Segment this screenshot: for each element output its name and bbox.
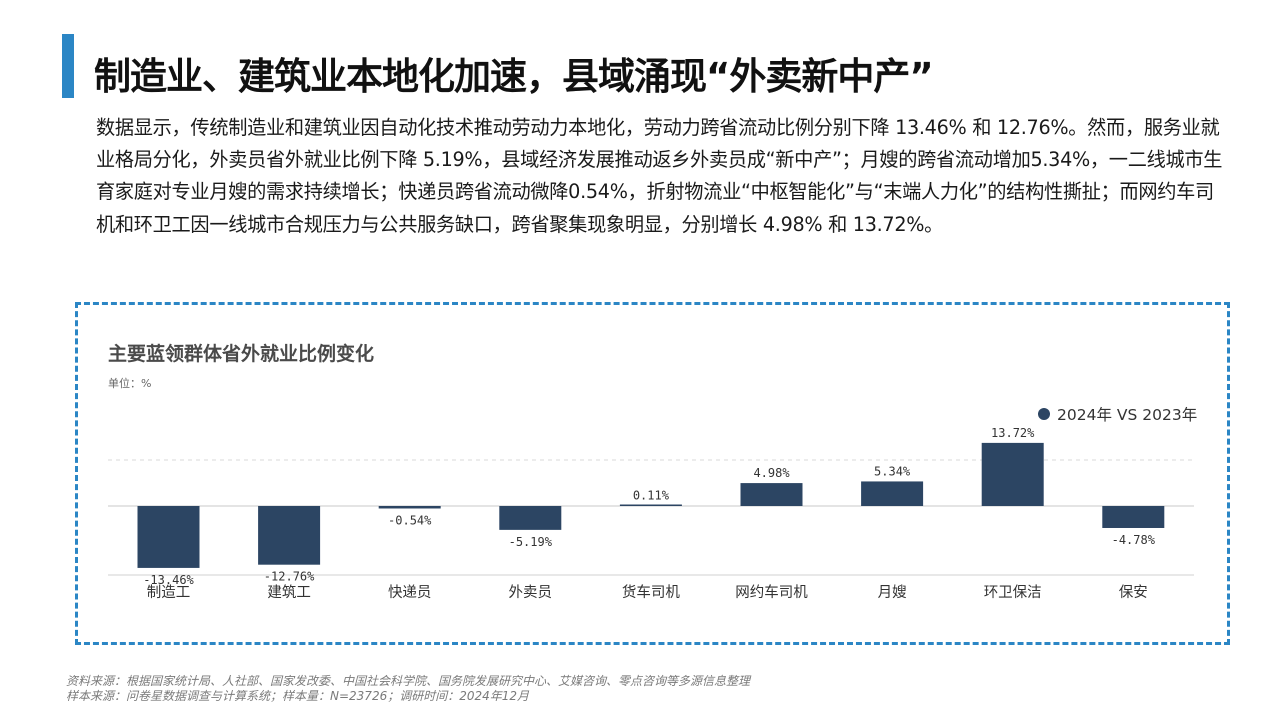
x-tick-label-4: 货车司机: [622, 584, 680, 601]
x-tick-label-5: 网约车司机: [735, 584, 808, 601]
data-label-1: -12.76%: [264, 570, 315, 584]
footer-source: 资料来源：根据国家统计局、人社部、国家发改委、中国社会科学院、国务院发展研究中心…: [66, 674, 751, 688]
data-label-5: 4.98%: [753, 466, 790, 480]
data-label-8: -4.78%: [1112, 533, 1156, 547]
data-label-3: -5.19%: [509, 535, 553, 549]
bar-4: [619, 504, 682, 506]
page-title: 制造业、建筑业本地化加速，县域涌现“外卖新中产”: [94, 55, 934, 98]
footer-notes: 资料来源：根据国家统计局、人社部、国家发改委、中国社会科学院、国务院发展研究中心…: [66, 674, 750, 704]
data-label-6: 5.34%: [874, 464, 911, 478]
footer-sample: 样本来源：问卷星数据调查与计算系统；样本量：N=23726；调研时间：2024年…: [66, 689, 530, 703]
chart-unit-label: 单位：%: [108, 377, 152, 390]
bar-3: [499, 506, 562, 530]
bar-0: [137, 506, 200, 568]
legend-label: 2024年 VS 2023年: [1057, 406, 1198, 424]
title-accent-bar: [62, 34, 74, 98]
data-label-0: -13.46%: [143, 573, 194, 587]
legend-marker-icon: [1038, 408, 1050, 420]
bar-7: [981, 442, 1044, 506]
chart-frame: [75, 302, 1230, 645]
x-tick-label-6: 月嫂: [878, 584, 907, 601]
x-tick-label-2: 快递员: [388, 584, 432, 601]
bar-1: [258, 506, 321, 565]
x-tick-label-1: 建筑工: [267, 584, 311, 601]
data-label-7: 13.72%: [991, 426, 1035, 440]
chart-legend: 2024年 VS 2023年: [1038, 404, 1197, 424]
data-label-2: -0.54%: [388, 513, 432, 527]
data-label-4: 0.11%: [633, 488, 670, 502]
intro-paragraph: 数据显示，传统制造业和建筑业因自动化技术推动劳动力本地化，劳动力跨省流动比例分别…: [96, 116, 1223, 236]
x-tick-label-3: 外卖员: [509, 584, 553, 601]
bar-5: [740, 483, 803, 506]
x-tick-label-7: 环卫保洁: [984, 584, 1042, 601]
bar-8: [1102, 506, 1165, 528]
bar-2: [378, 506, 441, 509]
x-tick-label-8: 保安: [1119, 584, 1148, 601]
bar-6: [861, 481, 924, 506]
x-tick-label-0: 制造工: [147, 584, 191, 601]
chart-title: 主要蓝领群体省外就业比例变化: [108, 343, 375, 365]
